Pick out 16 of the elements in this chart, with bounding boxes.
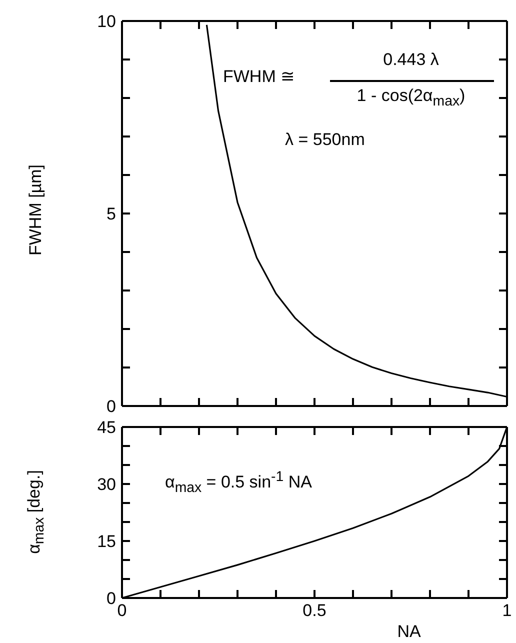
annotation: 0.443 λ: [383, 50, 439, 70]
annotation: α$_{max}$ = 0.5 sin$^{-1}$ NA: [165, 469, 312, 496]
annotation: 1 - cos(2α$_{max}$): [356, 86, 466, 110]
y-tick-label: 15: [97, 532, 116, 551]
annotation: FWHM ≅: [223, 66, 295, 87]
annotation: λ = 550nm: [285, 130, 365, 150]
x-tick-label: 1: [502, 601, 512, 620]
y-tick-label: 0: [106, 397, 116, 416]
y-tick-label: 5: [106, 204, 116, 224]
y-tick-label: 45: [97, 418, 116, 437]
x-axis-title: NA: [397, 622, 421, 642]
y-tick-label: 10: [97, 12, 116, 31]
y-tick-label: 30: [97, 475, 116, 494]
y-axis-title: FWHM [µm]: [26, 164, 46, 256]
x-tick-label: 0.5: [302, 601, 326, 620]
y-tick-label: 0: [106, 589, 116, 608]
